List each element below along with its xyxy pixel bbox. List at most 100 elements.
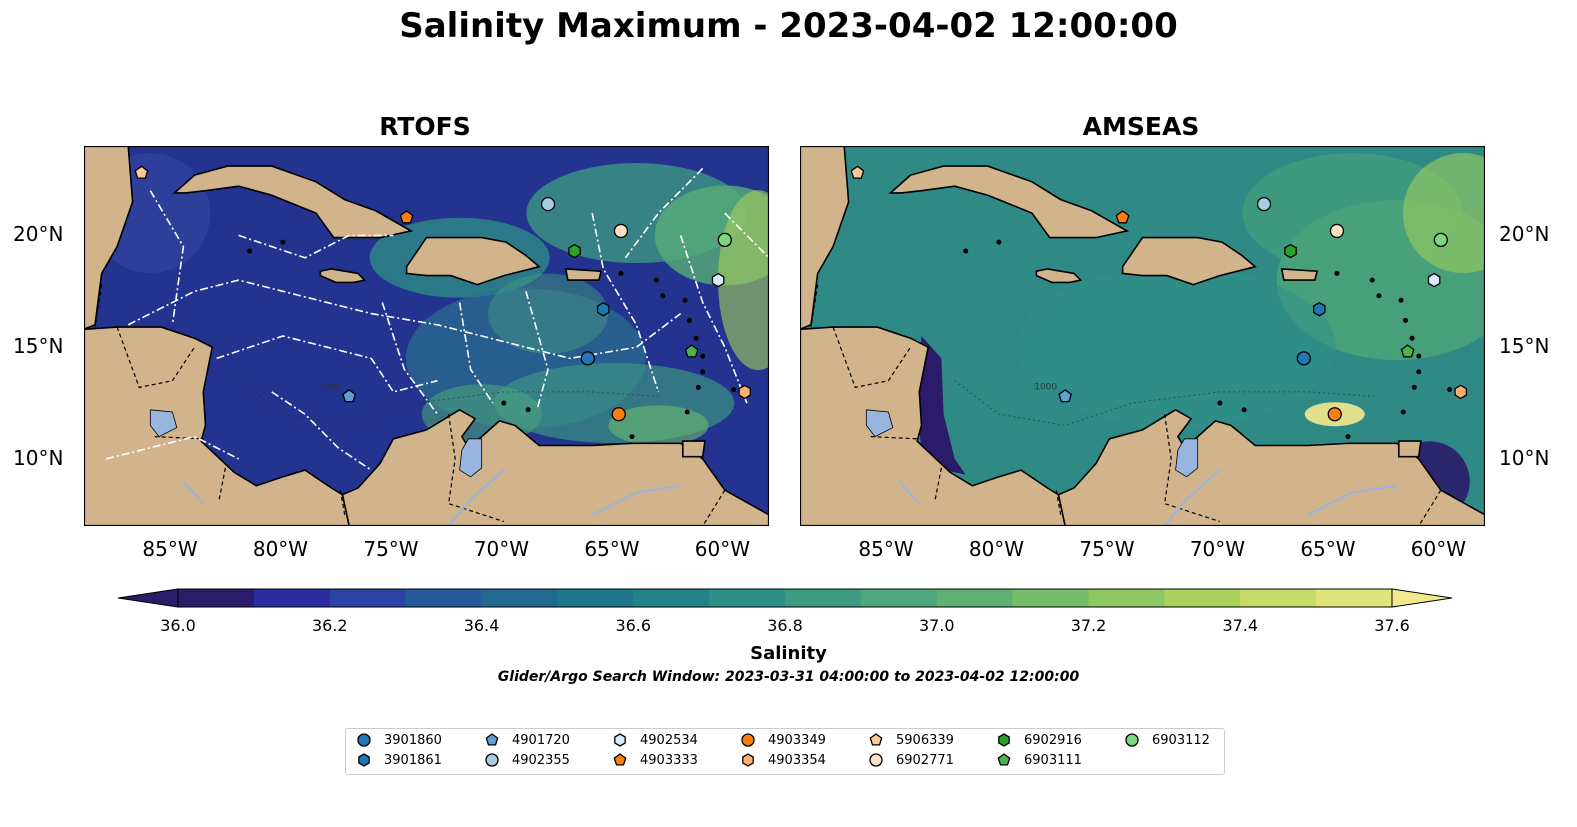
map-panel-amseas: 1000 bbox=[800, 146, 1485, 526]
legend-item: 4903349 bbox=[740, 732, 826, 748]
rtofs-float-4903349 bbox=[611, 407, 626, 422]
legend-marker-hexagon-icon bbox=[742, 753, 754, 767]
amseas-lon-tick-label: 65°W bbox=[1300, 537, 1356, 561]
amseas-float-4903333 bbox=[1115, 210, 1130, 224]
rtofs-float-4903333 bbox=[399, 210, 414, 224]
amseas-border bbox=[934, 467, 942, 502]
rtofs-island bbox=[653, 277, 659, 283]
colorbar-bin bbox=[1012, 589, 1089, 607]
rtofs-salinity-patch bbox=[488, 273, 609, 354]
legend-marker-circle-icon bbox=[485, 753, 499, 767]
rtofs-border bbox=[94, 284, 103, 328]
rtofs-eez-boundary bbox=[149, 190, 185, 325]
amseas-lake-maracaibo bbox=[1175, 438, 1199, 478]
legend-label: 3901861 bbox=[384, 752, 442, 768]
legend-marker bbox=[1125, 733, 1139, 747]
amseas-salinity-patch bbox=[1015, 267, 1336, 428]
rtofs-lon-tick-label: 60°W bbox=[694, 537, 751, 561]
rtofs-eez-boundary bbox=[216, 335, 438, 393]
rtofs-float-4902355 bbox=[540, 196, 556, 212]
amseas-float-4901720 bbox=[1058, 389, 1073, 403]
amseas-border bbox=[1163, 414, 1220, 523]
amseas-island bbox=[1400, 409, 1406, 415]
amseas-land-hispaniola bbox=[1121, 236, 1257, 286]
legend-marker bbox=[998, 733, 1010, 747]
amseas-float-6902771 bbox=[1329, 223, 1345, 239]
amseas-island bbox=[1345, 434, 1351, 440]
amseas-island bbox=[1447, 387, 1453, 393]
legend-marker-circle-icon bbox=[741, 733, 755, 747]
rtofs-lake-nicaragua bbox=[149, 409, 178, 438]
legend-marker bbox=[741, 733, 755, 747]
amseas-float-3901860 bbox=[1296, 351, 1311, 366]
legend-label: 4901720 bbox=[512, 732, 570, 748]
colorbar-tick-label: 36.4 bbox=[463, 616, 500, 635]
legend-item: 6902771 bbox=[868, 752, 954, 768]
legend-label: 6902916 bbox=[1024, 732, 1082, 748]
panel-title-rtofs: RTOFS bbox=[379, 112, 471, 141]
legend-marker bbox=[485, 753, 499, 767]
colorbar-tick-label: 37.6 bbox=[1374, 616, 1410, 635]
amseas-salinity-patch bbox=[1402, 153, 1485, 274]
rtofs-lon-tick-label: 70°W bbox=[473, 537, 530, 561]
amseas-island bbox=[1376, 293, 1382, 299]
legend-item: 6902916 bbox=[996, 732, 1082, 748]
rtofs-eez-boundary bbox=[679, 235, 748, 404]
amseas-border bbox=[1418, 489, 1442, 526]
rtofs-float-6903112 bbox=[717, 232, 732, 248]
legend-marker-circle-icon bbox=[357, 733, 371, 747]
colorbar-bin bbox=[557, 589, 634, 607]
rtofs-frame bbox=[84, 146, 769, 526]
colorbar-bin bbox=[253, 589, 331, 607]
legend-marker bbox=[614, 733, 626, 747]
rtofs-float-5906339 bbox=[134, 165, 149, 179]
amseas-island bbox=[1334, 270, 1340, 276]
amseas-island bbox=[1398, 297, 1404, 303]
legend-marker-pentagon-icon bbox=[869, 733, 883, 746]
legend-item: 3901861 bbox=[356, 752, 442, 768]
rtofs-eez-boundary bbox=[238, 234, 394, 259]
amseas-river bbox=[1163, 469, 1221, 526]
legend-marker bbox=[869, 753, 883, 767]
legend-marker-circle-icon bbox=[869, 753, 883, 767]
amseas-island bbox=[1241, 407, 1247, 413]
legend-label: 4903333 bbox=[640, 752, 698, 768]
amseas-lon-tick-label: 85°W bbox=[858, 537, 914, 561]
rtofs-eez-boundary bbox=[271, 391, 372, 471]
legend-marker-pentagon-icon bbox=[613, 753, 627, 766]
legend-marker bbox=[358, 753, 370, 767]
legend-marker-hexagon-icon bbox=[358, 753, 370, 767]
rtofs-border bbox=[218, 467, 226, 502]
rtofs-island bbox=[682, 297, 688, 303]
amseas-salinity-patch bbox=[1242, 153, 1463, 274]
amseas-land-jamaica bbox=[1035, 268, 1083, 284]
amseas-lat-tick-label: 20°N bbox=[1499, 222, 1550, 247]
salinity-colorbar bbox=[118, 588, 1452, 608]
rtofs-island bbox=[247, 248, 253, 254]
amseas-island bbox=[996, 239, 1002, 245]
rtofs-eez-boundary bbox=[624, 167, 704, 259]
amseas-float-6903112 bbox=[1433, 232, 1448, 248]
panel-title-amseas: AMSEAS bbox=[1082, 112, 1200, 141]
rtofs-lon-tick-label: 85°W bbox=[142, 537, 198, 561]
amseas-float-5906339 bbox=[850, 165, 865, 179]
rtofs-eez-boundary bbox=[525, 291, 549, 411]
colorbar-bin bbox=[1164, 589, 1241, 607]
colorbar-bin bbox=[936, 589, 1014, 607]
rtofs-float-4901720 bbox=[342, 389, 357, 403]
amseas-lon-tick-label: 70°W bbox=[1189, 537, 1246, 561]
legend-label: 6902771 bbox=[896, 752, 954, 768]
legend-label: 4903354 bbox=[768, 752, 826, 768]
legend-marker-pentagon-icon bbox=[997, 753, 1011, 766]
colorbar-bin bbox=[1316, 589, 1393, 607]
rtofs-land-cuba bbox=[172, 165, 414, 239]
rtofs-river bbox=[182, 480, 205, 505]
amseas-island bbox=[1416, 353, 1422, 359]
rtofs-lon-tick-label: 75°W bbox=[363, 537, 419, 561]
colorbar-tick-label: 37.4 bbox=[1222, 616, 1259, 635]
rtofs-lat-tick-label: 20°N bbox=[13, 222, 64, 247]
amseas-land-cuba bbox=[888, 165, 1130, 239]
legend-item: 4903354 bbox=[740, 752, 826, 768]
legend-item: 4902534 bbox=[612, 732, 698, 748]
legend-marker bbox=[869, 733, 883, 746]
